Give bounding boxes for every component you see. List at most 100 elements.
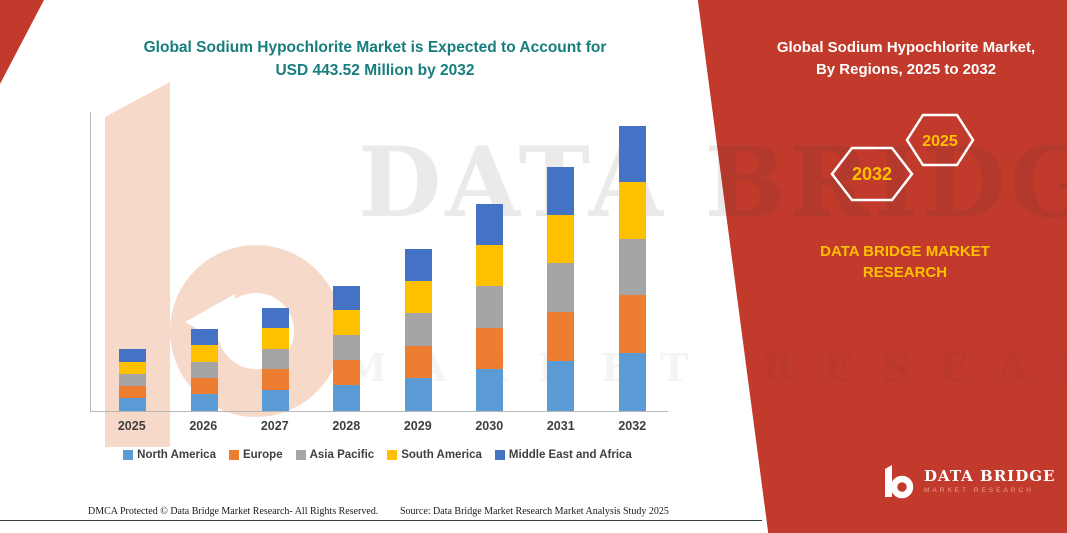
segment-2031-middle-east-and-africa xyxy=(547,166,575,215)
tick-label-2030: 2030 xyxy=(475,419,504,433)
segment-2028-europe xyxy=(333,360,361,386)
segment-2032-europe xyxy=(618,295,646,353)
legend-item-south-america: South America xyxy=(387,449,482,461)
segment-2027-north-america xyxy=(261,389,289,411)
chart-legend: North America Europe Asia Pacific South Ame… xyxy=(55,449,700,461)
segment-2026-south-america xyxy=(190,345,218,363)
data-bridge-logo-icon xyxy=(885,465,914,499)
segment-2031-south-america xyxy=(547,214,575,264)
tick-label-2027: 2027 xyxy=(260,419,289,433)
stacked-bar-2025 xyxy=(119,349,147,411)
bar-slot-2029 xyxy=(383,112,454,411)
legend-item-europe: Europe xyxy=(228,449,283,461)
segment-2031-asia-pacific xyxy=(547,263,575,313)
stacked-bar-2028 xyxy=(333,285,361,411)
panel-heading-line2: By Regions, 2025 to 2032 xyxy=(815,61,997,78)
x-axis-ticks: 2025 2026 2027 2028 2029 2030 2031 2032 xyxy=(90,419,668,433)
badge-2025-label: 2025 xyxy=(922,133,958,150)
stacked-bar-2029 xyxy=(404,249,432,411)
plot-area xyxy=(90,112,668,412)
brand-text-line2: RESEARCH xyxy=(862,264,948,281)
segment-2030-middle-east-and-africa xyxy=(476,204,504,246)
bar-slot-2030 xyxy=(454,112,525,411)
bar-slot-2028 xyxy=(311,112,382,411)
segment-2032-middle-east-and-africa xyxy=(618,126,646,182)
segment-2028-middle-east-and-africa xyxy=(333,285,361,311)
segment-2025-asia-pacific xyxy=(119,373,147,386)
legend-label: North America xyxy=(137,449,216,461)
segment-2032-south-america xyxy=(618,181,646,239)
segment-2030-north-america xyxy=(476,368,504,411)
segment-2026-middle-east-and-africa xyxy=(190,328,218,346)
segment-2030-europe xyxy=(476,327,504,369)
footer-divider xyxy=(0,520,762,521)
bar-slot-2026 xyxy=(168,112,239,411)
source-text: Source: Data Bridge Market Research Mark… xyxy=(400,506,669,517)
segment-2032-asia-pacific xyxy=(618,238,646,296)
bar-slot-2025 xyxy=(97,112,168,411)
logo-title: DATA BRIDGE xyxy=(924,466,1056,485)
legend-swatch-icon xyxy=(228,450,239,460)
segment-2030-asia-pacific xyxy=(476,286,504,328)
tick-label-2031: 2031 xyxy=(546,419,575,433)
chart-title: Global Sodium Hypochlorite Market is Exp… xyxy=(95,36,655,82)
legend-swatch-icon xyxy=(123,450,134,460)
segment-2029-south-america xyxy=(404,281,432,314)
tick-label-2029: 2029 xyxy=(403,419,432,433)
segment-2026-europe xyxy=(190,378,218,395)
segment-2030-south-america xyxy=(476,245,504,287)
tick-label-2026: 2026 xyxy=(189,419,218,433)
data-bridge-logo: DATA BRIDGE MARKET RESEARCH xyxy=(880,459,1055,501)
segment-2028-south-america xyxy=(333,310,361,336)
stacked-bar-2032 xyxy=(618,126,646,411)
segment-2026-asia-pacific xyxy=(190,362,218,379)
legend-label: Europe xyxy=(242,449,283,461)
segment-2029-middle-east-and-africa xyxy=(404,249,432,282)
segment-2027-europe xyxy=(261,369,289,390)
legend-swatch-icon xyxy=(387,450,398,460)
panel-heading: Global Sodium Hypochlorite Market, By Re… xyxy=(758,37,1054,81)
legend-label: Middle East and Africa xyxy=(508,449,632,461)
segment-2031-europe xyxy=(547,312,575,361)
tick-label-2028: 2028 xyxy=(332,419,361,433)
stacked-bar-2027 xyxy=(261,308,289,411)
corner-accent-triangle xyxy=(0,0,44,84)
bar-slot-2032 xyxy=(597,112,668,411)
bar-slot-2027 xyxy=(240,112,311,411)
badge-2032-label: 2032 xyxy=(852,164,892,184)
legend-item-asia-pacific: Asia Pacific xyxy=(295,449,374,461)
logo-subtitle: MARKET RESEARCH xyxy=(924,486,1034,494)
brand-text-line1: DATA BRIDGE MARKET xyxy=(820,243,990,260)
stacked-bar-2030 xyxy=(476,204,504,411)
stacked-bar-2031 xyxy=(547,166,575,411)
tick-label-2025: 2025 xyxy=(117,419,146,433)
segment-2027-asia-pacific xyxy=(261,348,289,370)
segment-2028-asia-pacific xyxy=(333,335,361,361)
brand-text: DATA BRIDGE MARKET RESEARCH xyxy=(795,241,1015,283)
segment-2025-south-america xyxy=(119,361,147,374)
segment-2029-asia-pacific xyxy=(404,313,432,346)
legend-label: South America xyxy=(401,449,482,461)
logo-text-block: DATA BRIDGE MARKET RESEARCH xyxy=(924,467,1055,494)
segment-2028-north-america xyxy=(333,385,361,411)
tick-label-2032: 2032 xyxy=(618,419,647,433)
stacked-bar-2026 xyxy=(190,328,218,411)
segment-2032-north-america xyxy=(618,352,646,411)
panel-heading-line1: Global Sodium Hypochlorite Market, xyxy=(776,39,1036,56)
segment-2027-south-america xyxy=(261,328,289,349)
chart-title-line2: USD 443.52 Million by 2032 xyxy=(275,62,475,79)
segment-2025-north-america xyxy=(119,398,147,411)
segment-2025-europe xyxy=(119,385,147,399)
chart-title-line1: Global Sodium Hypochlorite Market is Exp… xyxy=(143,39,607,56)
segment-2029-north-america xyxy=(404,377,432,411)
legend-item-middle-east-and-africa: Middle East and Africa xyxy=(494,449,632,461)
segment-2026-north-america xyxy=(190,394,218,411)
dmca-text: DMCA Protected © Data Bridge Market Rese… xyxy=(88,506,379,517)
legend-swatch-icon xyxy=(295,450,306,460)
hexagon-2032-icon xyxy=(830,146,914,202)
hexagon-2025-icon xyxy=(905,113,975,167)
segment-2031-north-america xyxy=(547,360,575,411)
legend-swatch-icon xyxy=(494,450,505,460)
